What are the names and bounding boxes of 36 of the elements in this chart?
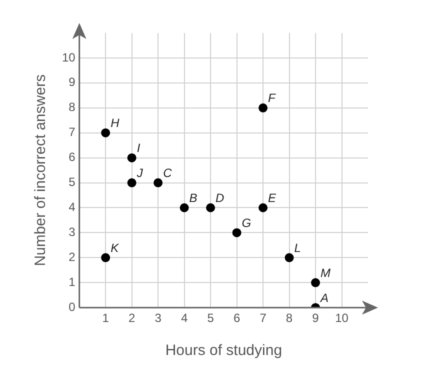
y-tick-label: 7 xyxy=(68,125,76,140)
y-tick-label: 10 xyxy=(62,50,76,64)
x-tick-label: 7 xyxy=(260,311,267,326)
annotation: M xyxy=(320,266,331,280)
annotation: G xyxy=(242,216,252,230)
x-tick-label: 10 xyxy=(335,311,349,326)
annotation: L xyxy=(294,241,301,256)
y-axis-title: Number of incorrect answers xyxy=(32,74,50,266)
annotation: I xyxy=(136,141,141,156)
annotation: E xyxy=(268,191,278,206)
x-tick-label: 3 xyxy=(154,311,162,326)
y-tick-label: 3 xyxy=(68,225,76,240)
y-tick-label: 1 xyxy=(68,274,76,289)
annotation: F xyxy=(268,91,276,106)
annotation: D xyxy=(216,191,225,206)
annotation: C xyxy=(163,166,172,180)
annotation: K xyxy=(110,241,120,256)
x-tick-label: 8 xyxy=(286,311,293,326)
y-tick-label: 5 xyxy=(68,175,76,190)
y-tick-label: 6 xyxy=(68,150,76,164)
y-tick-label: 9 xyxy=(68,75,76,90)
x-tick-label: 2 xyxy=(128,311,136,326)
x-tick-label: 4 xyxy=(180,311,188,326)
x-tick-label: 9 xyxy=(312,311,320,326)
annotation: A xyxy=(320,290,329,305)
y-tick-label: 0 xyxy=(68,300,76,314)
y-tick-label: 8 xyxy=(68,100,76,114)
annotation: B xyxy=(189,191,198,206)
annotation: J xyxy=(136,166,144,180)
x-tick-label: 1 xyxy=(102,311,110,326)
y-tick-label: 2 xyxy=(68,250,76,264)
x-tick-label: 6 xyxy=(233,311,240,326)
annotation: H xyxy=(110,116,120,130)
y-tick-label: 4 xyxy=(68,200,76,214)
x-tick-label: 5 xyxy=(207,311,214,326)
x-axis-title: Hours of studying xyxy=(165,342,282,360)
